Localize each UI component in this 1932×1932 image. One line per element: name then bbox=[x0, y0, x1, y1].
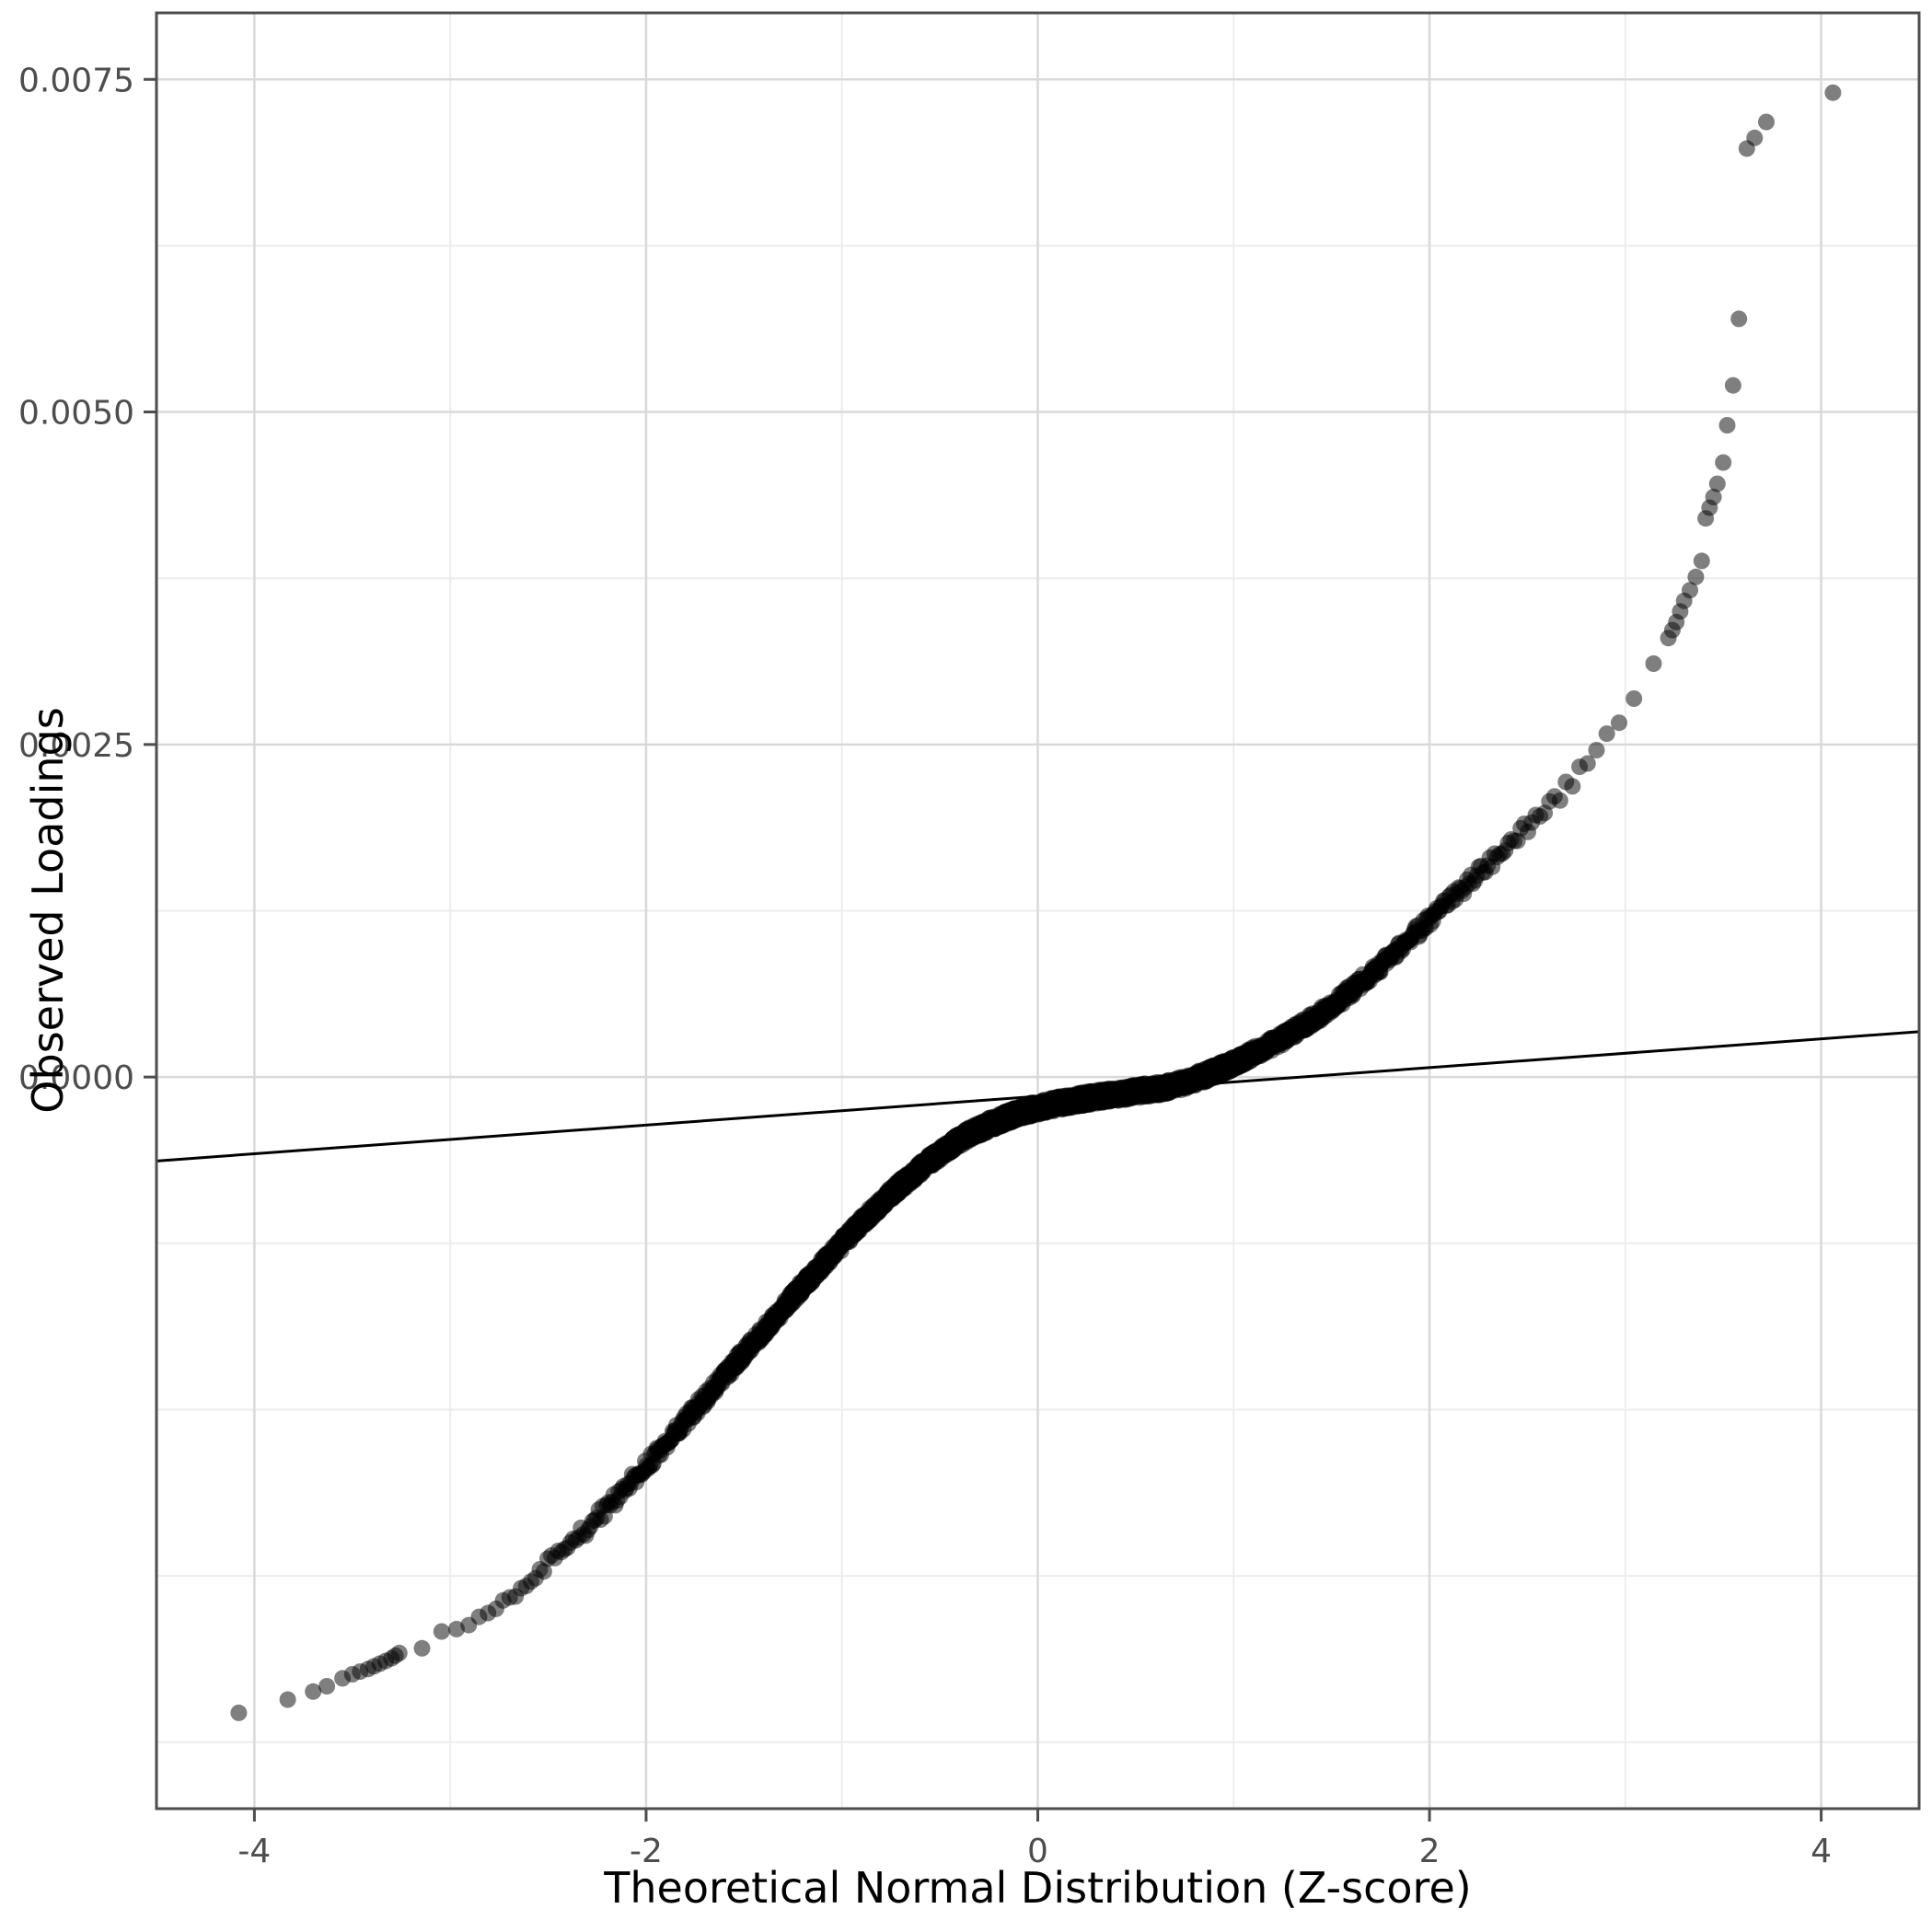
outlier-point bbox=[1715, 454, 1732, 471]
x-tick-label: 4 bbox=[1811, 1833, 1832, 1870]
axis-ticks bbox=[144, 77, 1823, 1822]
x-tick-label: -2 bbox=[630, 1833, 663, 1870]
x-tick-label: -4 bbox=[237, 1833, 271, 1870]
outlier-point bbox=[318, 1678, 336, 1695]
y-tick-label: 0.0050 bbox=[18, 395, 134, 433]
outlier-point bbox=[1758, 113, 1775, 131]
y-axis-title: Observed Loadings bbox=[23, 707, 73, 1114]
x-tick-label: 0 bbox=[1027, 1833, 1048, 1870]
axis-tick-labels: -4 -2 0 2 4 0.0000 0.0025 0.0050 0.0075 bbox=[18, 62, 1832, 1870]
outlier-point bbox=[1746, 129, 1764, 146]
outlier-point bbox=[1682, 582, 1698, 599]
outlier-point bbox=[279, 1691, 296, 1708]
x-tick-label: 2 bbox=[1419, 1833, 1440, 1870]
reference-line bbox=[156, 1030, 1920, 1163]
outlier-point bbox=[1687, 568, 1705, 585]
outlier-point bbox=[1730, 310, 1748, 328]
outlier-point bbox=[305, 1683, 322, 1700]
y-tick-label: 0.0025 bbox=[18, 727, 134, 765]
grid-major bbox=[156, 13, 1919, 1809]
outlier-point bbox=[1718, 417, 1736, 434]
outlier-point bbox=[1724, 376, 1741, 394]
outlier-point bbox=[1708, 475, 1726, 492]
outlier-point bbox=[1705, 489, 1722, 505]
outlier-point bbox=[1693, 552, 1710, 570]
x-axis-title: Theoretical Normal Distribution (Z-score… bbox=[604, 1863, 1472, 1913]
outlier-point bbox=[230, 1704, 248, 1721]
outlier-point bbox=[1824, 84, 1842, 101]
y-tick-label: 0.0000 bbox=[18, 1059, 134, 1097]
outlier-point bbox=[390, 1644, 408, 1661]
y-tick-label: 0.0075 bbox=[18, 62, 134, 99]
